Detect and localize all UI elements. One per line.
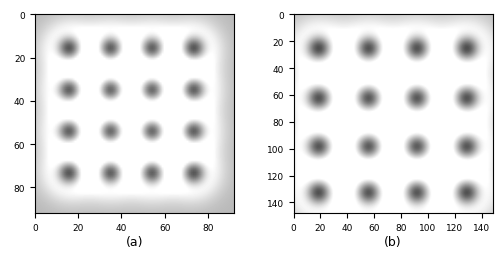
X-axis label: (a): (a) (126, 235, 143, 248)
X-axis label: (b): (b) (384, 235, 402, 248)
